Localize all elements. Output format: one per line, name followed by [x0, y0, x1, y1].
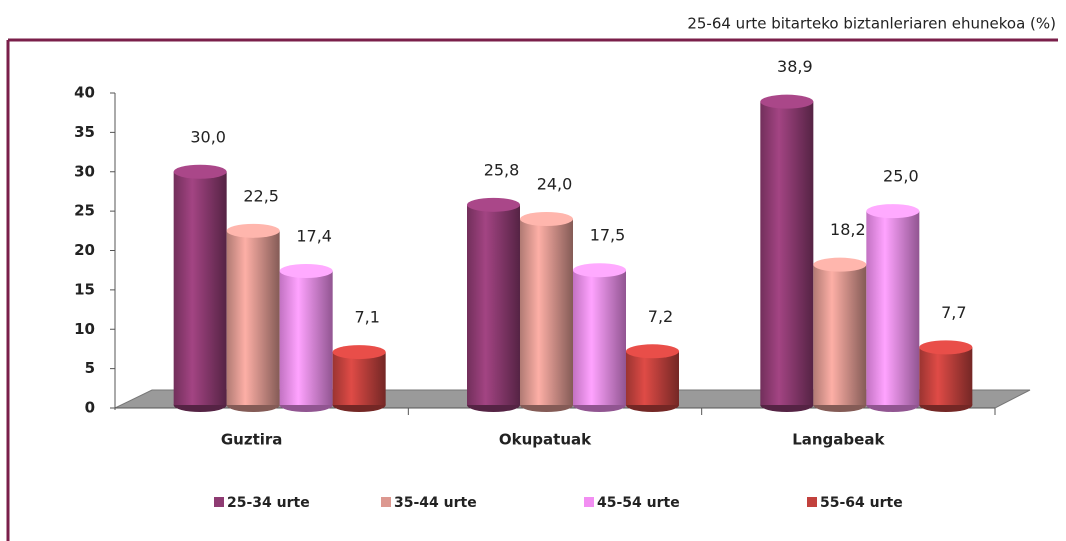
value-label: 7,2	[648, 307, 673, 326]
legend-swatch	[381, 497, 391, 507]
bar-top	[919, 340, 973, 355]
x-tick-label: Guztira	[221, 431, 283, 449]
bar	[226, 230, 280, 405]
y-tick-label: 5	[85, 359, 95, 377]
bar	[173, 171, 227, 405]
bar-top	[813, 257, 867, 272]
x-tick-label: Langabeak	[792, 431, 885, 449]
value-label: 25,8	[484, 160, 520, 179]
value-label: 38,9	[777, 57, 813, 76]
value-label: 22,5	[243, 186, 279, 205]
y-tick-label: 15	[74, 280, 95, 298]
legend-swatch	[584, 497, 594, 507]
bar	[573, 270, 626, 405]
bar-top	[760, 94, 814, 109]
y-tick-label: 10	[74, 320, 95, 338]
value-label: 18,2	[830, 220, 866, 239]
value-label: 17,5	[590, 226, 626, 245]
bar-top	[279, 263, 333, 278]
bar	[919, 347, 973, 405]
bar-top	[866, 204, 920, 219]
y-tick-label: 0	[85, 399, 95, 417]
value-label: 7,1	[354, 308, 379, 327]
bar-top	[332, 345, 386, 360]
value-label: 17,4	[296, 226, 332, 245]
y-tick-label: 30	[74, 162, 95, 180]
bar-top	[573, 263, 626, 278]
bar	[520, 219, 573, 405]
value-label: 30,0	[190, 127, 226, 146]
bar-top	[226, 223, 280, 238]
bar-top	[626, 344, 679, 359]
y-tick-label: 20	[74, 241, 95, 259]
value-label: 25,0	[883, 167, 919, 186]
y-tick-label: 35	[74, 123, 95, 141]
y-tick-label: 25	[74, 202, 95, 220]
legend-label: 55-64 urte	[820, 495, 903, 511]
bar	[813, 264, 867, 405]
bar	[626, 351, 679, 405]
legend-label: 25-34 urte	[227, 495, 310, 511]
bar	[332, 352, 386, 405]
bar-top	[520, 212, 573, 226]
y-tick-label: 40	[74, 84, 95, 102]
legend-swatch	[807, 497, 817, 507]
legend-label: 45-54 urte	[597, 495, 680, 511]
legend-label: 35-44 urte	[394, 495, 477, 511]
bar	[467, 204, 520, 405]
bar	[760, 101, 814, 405]
value-label: 24,0	[537, 175, 573, 194]
value-label: 7,7	[941, 303, 966, 322]
subtitle: 25-64 urte bitarteko biztanleriaren ehun…	[687, 15, 1056, 33]
x-tick-label: Okupatuak	[499, 431, 592, 449]
legend-swatch	[214, 497, 224, 507]
bar-top	[173, 164, 227, 179]
bar	[279, 270, 333, 405]
bar-top	[467, 197, 520, 212]
bar	[866, 211, 920, 405]
